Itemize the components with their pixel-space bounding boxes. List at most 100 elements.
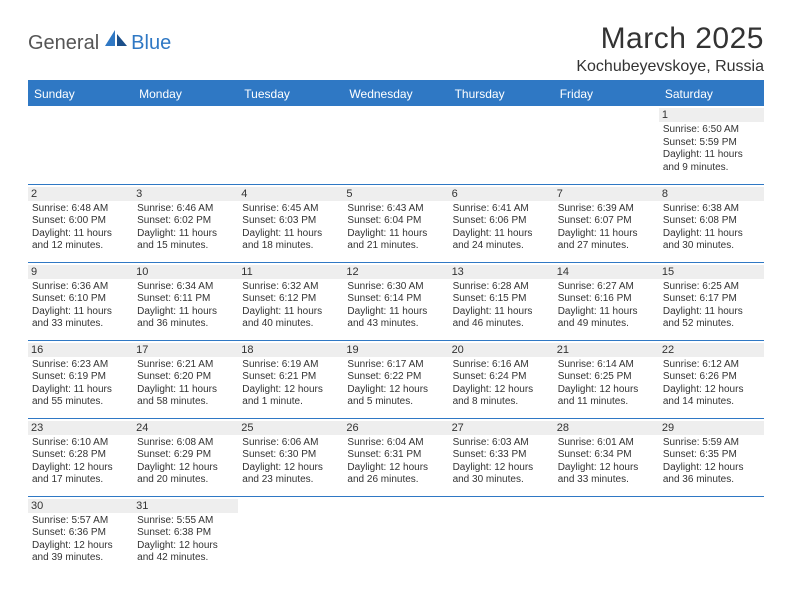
calendar-day-cell: 18Sunrise: 6:19 AMSunset: 6:21 PMDayligh… bbox=[238, 340, 343, 418]
day-number: 21 bbox=[554, 343, 659, 357]
calendar-day-cell: 1Sunrise: 6:50 AMSunset: 5:59 PMDaylight… bbox=[659, 106, 764, 184]
calendar-empty-cell bbox=[659, 496, 764, 574]
sunrise-text: Sunrise: 6:45 AM bbox=[242, 203, 339, 216]
sunrise-text: Sunrise: 6:46 AM bbox=[137, 203, 234, 216]
calendar-day-cell: 29Sunrise: 5:59 AMSunset: 6:35 PMDayligh… bbox=[659, 418, 764, 496]
day-info: Sunrise: 6:12 AMSunset: 6:26 PMDaylight:… bbox=[663, 359, 760, 409]
sunrise-text: Sunrise: 6:41 AM bbox=[453, 203, 550, 216]
calendar-week-row: 1Sunrise: 6:50 AMSunset: 5:59 PMDaylight… bbox=[28, 106, 764, 184]
calendar-day-cell: 20Sunrise: 6:16 AMSunset: 6:24 PMDayligh… bbox=[449, 340, 554, 418]
daylight-text: Daylight: 11 hours and 21 minutes. bbox=[347, 228, 444, 253]
calendar-empty-cell bbox=[133, 106, 238, 184]
day-info: Sunrise: 6:30 AMSunset: 6:14 PMDaylight:… bbox=[347, 281, 444, 331]
calendar-day-cell: 31Sunrise: 5:55 AMSunset: 6:38 PMDayligh… bbox=[133, 496, 238, 574]
day-number: 15 bbox=[659, 265, 764, 279]
calendar-empty-cell bbox=[343, 496, 448, 574]
sunset-text: Sunset: 6:02 PM bbox=[137, 215, 234, 228]
day-number: 6 bbox=[449, 187, 554, 201]
sunset-text: Sunset: 6:10 PM bbox=[32, 293, 129, 306]
weekday-header: Tuesday bbox=[238, 82, 343, 106]
sunrise-text: Sunrise: 6:50 AM bbox=[663, 124, 760, 137]
day-number: 16 bbox=[28, 343, 133, 357]
month-title: March 2025 bbox=[576, 22, 764, 56]
weekday-header: Sunday bbox=[28, 82, 133, 106]
calendar-day-cell: 28Sunrise: 6:01 AMSunset: 6:34 PMDayligh… bbox=[554, 418, 659, 496]
calendar-day-cell: 3Sunrise: 6:46 AMSunset: 6:02 PMDaylight… bbox=[133, 184, 238, 262]
day-info: Sunrise: 5:55 AMSunset: 6:38 PMDaylight:… bbox=[137, 515, 234, 565]
day-info: Sunrise: 6:41 AMSunset: 6:06 PMDaylight:… bbox=[453, 203, 550, 253]
calendar-empty-cell bbox=[238, 496, 343, 574]
daylight-text: Daylight: 12 hours and 42 minutes. bbox=[137, 540, 234, 565]
sunset-text: Sunset: 6:31 PM bbox=[347, 449, 444, 462]
weekday-header: Thursday bbox=[449, 82, 554, 106]
sunrise-text: Sunrise: 6:27 AM bbox=[558, 281, 655, 294]
sunrise-text: Sunrise: 6:25 AM bbox=[663, 281, 760, 294]
daylight-text: Daylight: 12 hours and 36 minutes. bbox=[663, 462, 760, 487]
day-info: Sunrise: 5:57 AMSunset: 6:36 PMDaylight:… bbox=[32, 515, 129, 565]
sunrise-text: Sunrise: 6:48 AM bbox=[32, 203, 129, 216]
day-info: Sunrise: 6:50 AMSunset: 5:59 PMDaylight:… bbox=[663, 124, 760, 174]
sunset-text: Sunset: 6:28 PM bbox=[32, 449, 129, 462]
day-number: 12 bbox=[343, 265, 448, 279]
daylight-text: Daylight: 11 hours and 18 minutes. bbox=[242, 228, 339, 253]
sunrise-text: Sunrise: 6:21 AM bbox=[137, 359, 234, 372]
calendar-empty-cell bbox=[343, 106, 448, 184]
sunrise-text: Sunrise: 6:12 AM bbox=[663, 359, 760, 372]
sunset-text: Sunset: 6:24 PM bbox=[453, 371, 550, 384]
day-info: Sunrise: 6:04 AMSunset: 6:31 PMDaylight:… bbox=[347, 437, 444, 487]
sunset-text: Sunset: 6:15 PM bbox=[453, 293, 550, 306]
calendar-empty-cell bbox=[554, 106, 659, 184]
weekday-header-row: SundayMondayTuesdayWednesdayThursdayFrid… bbox=[28, 82, 764, 106]
day-number: 14 bbox=[554, 265, 659, 279]
page-header: General Blue March 2025 Kochubeyevskoye,… bbox=[28, 22, 764, 76]
calendar-day-cell: 10Sunrise: 6:34 AMSunset: 6:11 PMDayligh… bbox=[133, 262, 238, 340]
sunrise-text: Sunrise: 6:32 AM bbox=[242, 281, 339, 294]
daylight-text: Daylight: 12 hours and 1 minute. bbox=[242, 384, 339, 409]
daylight-text: Daylight: 12 hours and 23 minutes. bbox=[242, 462, 339, 487]
daylight-text: Daylight: 11 hours and 58 minutes. bbox=[137, 384, 234, 409]
sunrise-text: Sunrise: 6:38 AM bbox=[663, 203, 760, 216]
calendar-day-cell: 30 Sunrise: 5:57 AMSunset: 6:36 PMDayligh… bbox=[28, 496, 133, 574]
day-info: Sunrise: 5:59 AMSunset: 6:35 PMDaylight:… bbox=[663, 437, 760, 487]
weekday-header: Friday bbox=[554, 82, 659, 106]
daylight-text: Daylight: 11 hours and 55 minutes. bbox=[32, 384, 129, 409]
calendar-day-cell: 11Sunrise: 6:32 AMSunset: 6:12 PMDayligh… bbox=[238, 262, 343, 340]
day-number: 18 bbox=[238, 343, 343, 357]
sunset-text: Sunset: 6:26 PM bbox=[663, 371, 760, 384]
daylight-text: Daylight: 12 hours and 20 minutes. bbox=[137, 462, 234, 487]
daylight-text: Daylight: 11 hours and 43 minutes. bbox=[347, 306, 444, 331]
day-number: 19 bbox=[343, 343, 448, 357]
sunrise-text: Sunrise: 6:03 AM bbox=[453, 437, 550, 450]
daylight-text: Daylight: 11 hours and 9 minutes. bbox=[663, 149, 760, 174]
daylight-text: Daylight: 12 hours and 26 minutes. bbox=[347, 462, 444, 487]
daylight-text: Daylight: 11 hours and 52 minutes. bbox=[663, 306, 760, 331]
sunrise-text: Sunrise: 6:14 AM bbox=[558, 359, 655, 372]
daylight-text: Daylight: 12 hours and 14 minutes. bbox=[663, 384, 760, 409]
day-info: Sunrise: 6:45 AMSunset: 6:03 PMDaylight:… bbox=[242, 203, 339, 253]
day-info: Sunrise: 6:08 AMSunset: 6:29 PMDaylight:… bbox=[137, 437, 234, 487]
sunrise-text: Sunrise: 6:36 AM bbox=[32, 281, 129, 294]
day-number: 27 bbox=[449, 421, 554, 435]
day-number: 2 bbox=[28, 187, 133, 201]
daylight-text: Daylight: 12 hours and 33 minutes. bbox=[558, 462, 655, 487]
day-number: 24 bbox=[133, 421, 238, 435]
day-info: Sunrise: 6:46 AMSunset: 6:02 PMDaylight:… bbox=[137, 203, 234, 253]
day-number: 11 bbox=[238, 265, 343, 279]
daylight-text: Daylight: 11 hours and 30 minutes. bbox=[663, 228, 760, 253]
sunrise-text: Sunrise: 6:01 AM bbox=[558, 437, 655, 450]
day-number: 30 bbox=[28, 499, 133, 513]
calendar-empty-cell bbox=[28, 106, 133, 184]
calendar-day-cell: 8Sunrise: 6:38 AMSunset: 6:08 PMDaylight… bbox=[659, 184, 764, 262]
sunset-text: Sunset: 6:19 PM bbox=[32, 371, 129, 384]
sunrise-text: Sunrise: 6:16 AM bbox=[453, 359, 550, 372]
day-number: 4 bbox=[238, 187, 343, 201]
sunrise-text: Sunrise: 6:28 AM bbox=[453, 281, 550, 294]
calendar-day-cell: 12 Sunrise: 6:30 AMSunset: 6:14 PMDayligh… bbox=[343, 262, 448, 340]
daylight-text: Daylight: 12 hours and 30 minutes. bbox=[453, 462, 550, 487]
sunrise-text: Sunrise: 6:08 AM bbox=[137, 437, 234, 450]
calendar-page: General Blue March 2025 Kochubeyevskoye,… bbox=[0, 0, 792, 584]
day-info: Sunrise: 6:01 AMSunset: 6:34 PMDaylight:… bbox=[558, 437, 655, 487]
weekday-header: Saturday bbox=[659, 82, 764, 106]
weekday-header: Wednesday bbox=[343, 82, 448, 106]
sunset-text: Sunset: 6:16 PM bbox=[558, 293, 655, 306]
